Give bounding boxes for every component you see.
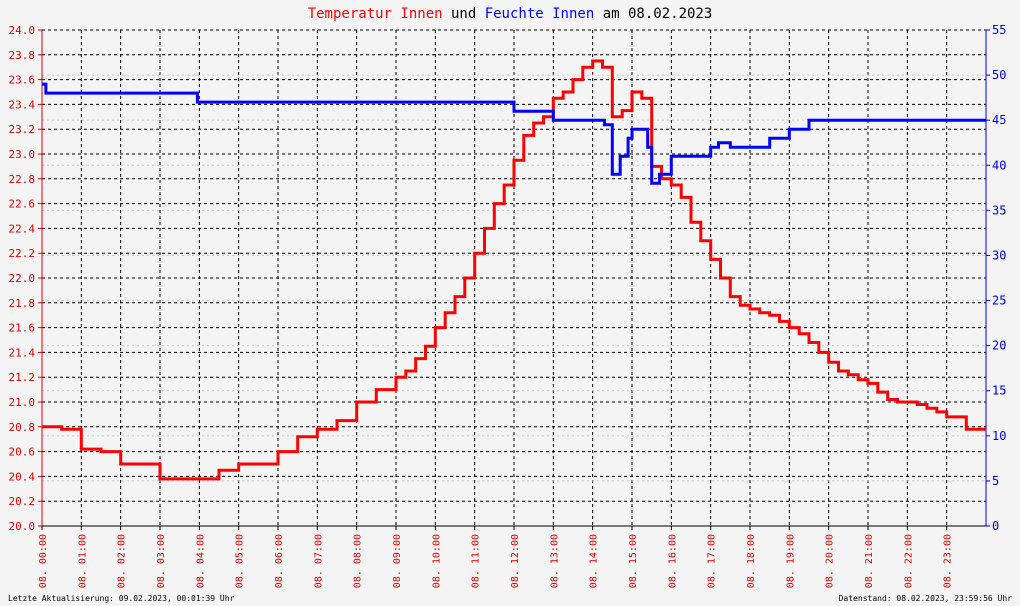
tick-label-right: 35 (992, 203, 1006, 217)
tick-label-left: 22.0 (9, 272, 36, 285)
tick-label-x: 08. 14:00 (589, 534, 600, 588)
tick-label-right: 15 (992, 384, 1006, 398)
tick-label-left: 20.4 (9, 470, 36, 483)
title-date-part: am 08.02.2023 (594, 6, 712, 22)
tick-label-left: 21.6 (9, 322, 36, 335)
series-line-humidity (42, 82, 986, 185)
tick-label-x: 08. 05:00 (235, 534, 246, 588)
tick-label-x: 08. 15:00 (628, 534, 639, 588)
tick-label-right: 25 (992, 294, 1006, 308)
tick-label-left: 21.8 (9, 297, 36, 310)
tick-label-x: 08. 00:00 (38, 534, 49, 588)
tick-label-left: 24.0 (9, 24, 36, 37)
tick-label-right: 10 (992, 429, 1006, 443)
tick-label-x: 08. 20:00 (825, 534, 836, 588)
tick-label-x: 08. 02:00 (117, 534, 128, 588)
tick-label-left: 22.4 (9, 222, 36, 235)
tick-label-left: 23.8 (9, 49, 36, 62)
tick-label-x: 08. 18:00 (746, 534, 757, 588)
tick-label-left: 21.0 (9, 396, 36, 409)
tick-labels: 20.0 20.2 20.4 20.6 20.8 21.0 21.2 21.4 21.6 21.8… (9, 23, 1007, 588)
tick-label-left: 23.0 (9, 148, 36, 161)
tick-label-right: 30 (992, 248, 1006, 262)
tick-label-x: 08. 22:00 (903, 534, 914, 588)
tick-label-x: 08. 09:00 (392, 534, 403, 588)
tick-label-x: 08. 07:00 (313, 534, 324, 588)
tick-label-x: 08. 06:00 (274, 534, 285, 588)
tick-label-left: 23.6 (9, 74, 36, 87)
tick-label-right: 55 (992, 23, 1006, 37)
footer-last-update: Letzte Aktualisierung: 09.02.2023, 00:01… (8, 594, 235, 603)
tick-label-right: 40 (992, 158, 1006, 172)
tick-label-x: 08. 23:00 (943, 534, 954, 588)
title-temperature-part: Temperatur Innen (308, 6, 443, 22)
tick-label-right: 20 (992, 339, 1006, 353)
tick-label-left: 21.4 (9, 346, 36, 359)
grid-lines (42, 30, 986, 526)
series-line-temperature (42, 59, 986, 481)
tick-label-x: 08. 21:00 (864, 534, 875, 588)
series-lines (42, 59, 986, 481)
tick-label-left: 20.0 (9, 520, 36, 533)
tick-label-left: 22.6 (9, 198, 36, 211)
tick-label-left: 20.6 (9, 446, 36, 459)
tick-label-right: 5 (992, 474, 999, 488)
tick-label-left: 20.2 (9, 495, 36, 508)
tick-label-x: 08. 17:00 (707, 534, 718, 588)
tick-label-right: 0 (992, 519, 999, 533)
tick-label-x: 08. 19:00 (785, 534, 796, 588)
tick-label-right: 50 (992, 68, 1006, 82)
tick-label-left: 21.2 (9, 371, 36, 384)
tick-label-x: 08. 12:00 (510, 534, 521, 588)
axes (38, 29, 990, 530)
tick-label-right: 45 (992, 113, 1006, 127)
tick-label-x: 08. 03:00 (156, 534, 167, 588)
tick-label-x: 08. 11:00 (471, 534, 482, 588)
tick-label-left: 20.8 (9, 421, 36, 434)
tick-label-left: 22.2 (9, 247, 36, 260)
tick-label-left: 23.4 (9, 98, 36, 111)
tick-label-x: 08. 16:00 (667, 534, 678, 588)
tick-label-x: 08. 04:00 (195, 534, 206, 588)
tick-label-x: 08. 10:00 (431, 534, 442, 588)
tick-label-x: 08. 08:00 (353, 534, 364, 588)
title-connector-part: und (443, 6, 485, 22)
tick-label-left: 23.2 (9, 123, 36, 136)
tick-label-left: 22.8 (9, 173, 36, 186)
chart-title: Temperatur Innen und Feuchte Innen am 08… (308, 6, 713, 22)
title-humidity-part: Feuchte Innen (485, 6, 595, 22)
tick-label-x: 08. 01:00 (77, 534, 88, 588)
footer-data-status: Datenstand: 08.02.2023, 23:59:56 Uhr (839, 594, 1013, 603)
tick-label-x: 08. 13:00 (549, 534, 560, 588)
